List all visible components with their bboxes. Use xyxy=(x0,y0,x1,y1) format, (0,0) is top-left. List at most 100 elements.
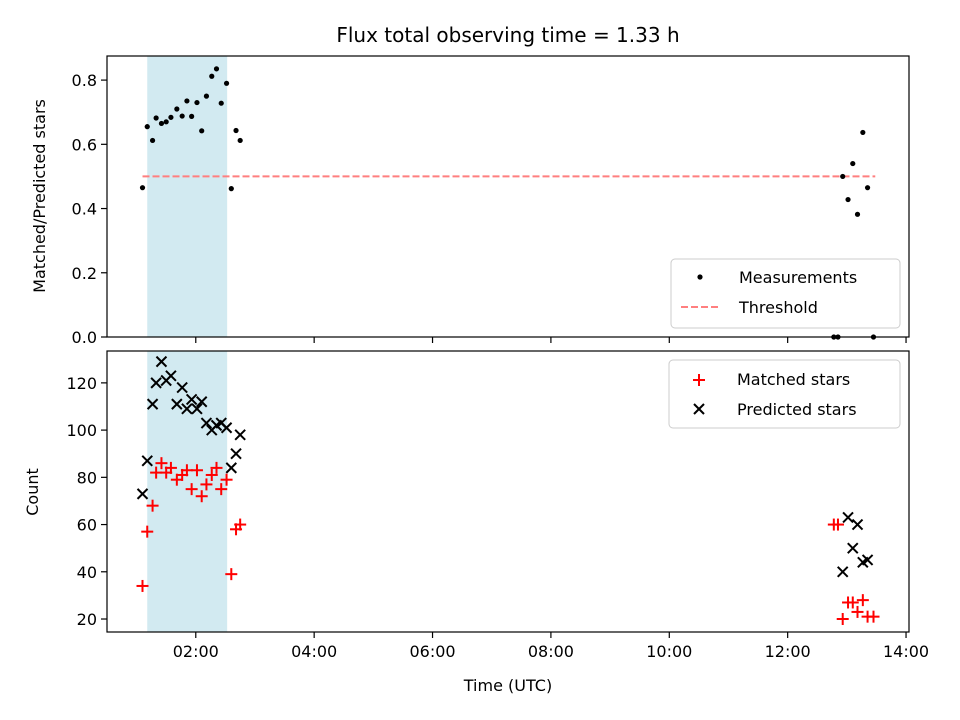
matched-star-point xyxy=(141,525,154,538)
measurement-point xyxy=(237,137,243,144)
measurement-point xyxy=(203,93,210,99)
legend-measurements-label: Measurements xyxy=(739,268,857,287)
matched-star-point xyxy=(836,613,849,626)
measurement-point xyxy=(139,185,146,191)
x-tick-label: 08:00 xyxy=(528,642,574,661)
predicted-star-point xyxy=(200,417,213,429)
predicted-star-point xyxy=(851,518,864,531)
x-tick-label: 06:00 xyxy=(409,642,455,661)
x-tick-label: 10:00 xyxy=(646,642,692,661)
bottom-highlight-span xyxy=(147,351,228,632)
measurement-point xyxy=(144,124,150,130)
matched-star-point xyxy=(155,457,168,470)
matched-star-point xyxy=(867,610,880,623)
measurement-point xyxy=(860,129,866,136)
y-tick-label: 80 xyxy=(77,468,97,487)
x-tick-label: 14:00 xyxy=(883,642,929,661)
matched-star-point xyxy=(190,464,203,477)
legend-threshold-label: Threshold xyxy=(738,298,818,317)
legend-predicted-marker xyxy=(693,403,705,415)
measurement-point xyxy=(189,113,195,119)
measurement-point xyxy=(223,80,230,86)
measurement-point xyxy=(850,160,856,167)
y-tick-label: 0.8 xyxy=(72,71,97,90)
predicted-star-point xyxy=(847,542,859,554)
chart-title: Flux total observing time = 1.33 h xyxy=(336,23,679,47)
y-tick-label: 100 xyxy=(66,421,97,440)
predicted-star-point xyxy=(185,393,198,406)
bottom-plot-frame xyxy=(106,350,910,633)
predicted-star-point xyxy=(230,448,242,460)
matched-star-point xyxy=(234,518,247,531)
measurement-point xyxy=(174,106,180,112)
legend-matched-marker xyxy=(693,374,705,386)
matched-star-point xyxy=(856,594,869,607)
matched-star-point xyxy=(146,499,159,512)
y-tick-label: 120 xyxy=(66,374,97,393)
top-highlight-span xyxy=(147,56,228,337)
predicted-star-point xyxy=(842,511,854,524)
predicted-star-point xyxy=(195,396,208,408)
y-tick-label: 0.6 xyxy=(72,135,97,154)
y-tick-label: 20 xyxy=(77,610,97,629)
top-legend-box xyxy=(670,258,901,329)
predicted-stars-points xyxy=(136,355,874,578)
measurement-point xyxy=(199,128,205,134)
bottom-x-ticks: 02:00 04:00 06:00 08:00 10:00 12:00 14:00 xyxy=(173,632,929,661)
y-tick-label: 0.0 xyxy=(72,328,97,347)
x-axis-label: Time (UTC) xyxy=(463,676,552,695)
matched-star-point xyxy=(851,605,864,618)
top-legend: Measurements Threshold xyxy=(670,258,901,329)
measurement-point xyxy=(845,196,851,203)
x-tick-label: 12:00 xyxy=(765,642,811,661)
measurement-point xyxy=(163,119,169,125)
measurement-point xyxy=(194,99,200,106)
predicted-star-point xyxy=(171,398,183,410)
predicted-star-point xyxy=(837,566,849,578)
predicted-star-point xyxy=(136,488,149,500)
measurement-point xyxy=(228,186,234,192)
matched-star-point xyxy=(195,490,208,503)
matched-star-point xyxy=(205,468,218,481)
predicted-star-point xyxy=(146,398,159,410)
matched-star-point xyxy=(210,461,223,474)
top-x-ticks xyxy=(195,337,907,343)
bottom-y-ticks: 20 40 60 80 100 120 xyxy=(66,374,107,629)
legend-predicted-label: Predicted stars xyxy=(737,400,857,419)
predicted-star-point xyxy=(181,403,193,415)
matched-star-point xyxy=(200,478,213,491)
legend-matched-label: Matched stars xyxy=(737,370,850,389)
bottom-legend-box xyxy=(668,359,901,429)
top-plot-frame xyxy=(106,55,910,338)
measurement-point xyxy=(149,137,156,144)
measurement-point xyxy=(213,66,220,72)
measurement-point xyxy=(153,115,159,121)
matched-star-point xyxy=(220,473,233,486)
matched-star-point xyxy=(180,464,193,477)
bottom-y-axis-label: Count xyxy=(23,468,42,516)
predicted-star-point xyxy=(155,355,168,368)
y-tick-label: 0.2 xyxy=(72,264,97,283)
y-tick-label: 40 xyxy=(77,563,97,582)
predicted-star-point xyxy=(861,554,874,566)
measurement-point xyxy=(233,127,239,134)
predicted-star-point xyxy=(225,462,238,474)
matched-star-point xyxy=(225,568,238,581)
matched-star-point xyxy=(164,461,177,474)
predicted-star-point xyxy=(234,429,246,441)
matched-star-point xyxy=(215,483,228,496)
matched-star-point xyxy=(150,466,163,479)
predicted-star-point xyxy=(150,377,162,389)
predicted-star-point xyxy=(191,403,203,415)
measurement-point xyxy=(158,120,165,127)
predicted-star-point xyxy=(176,381,188,394)
top-y-ticks: 0.0 0.2 0.4 0.6 0.8 xyxy=(72,71,107,347)
measurement-point xyxy=(184,98,190,104)
bottom-panel: 20 40 60 80 100 120 02:00 04:00 06:00 08:00 10:00… xyxy=(23,350,929,695)
measurement-point xyxy=(864,185,871,191)
bottom-legend: Matched stars Predicted stars xyxy=(668,359,901,429)
x-tick-label: 04:00 xyxy=(291,642,337,661)
measurement-point xyxy=(218,100,224,106)
x-tick-label: 02:00 xyxy=(173,642,219,661)
